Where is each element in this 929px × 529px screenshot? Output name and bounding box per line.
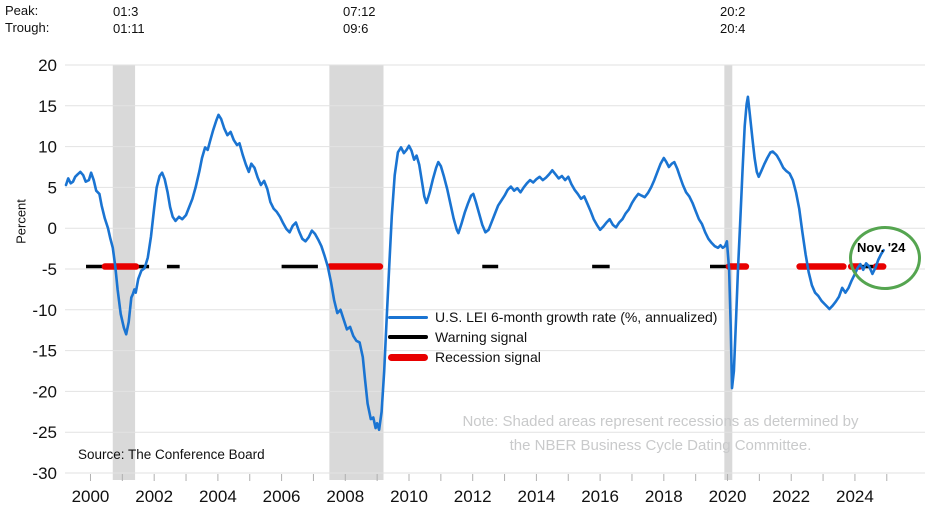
lei-line-swatch-icon bbox=[388, 315, 428, 319]
y-tick-label: -5 bbox=[42, 260, 57, 279]
y-tick-label: -15 bbox=[32, 342, 57, 361]
y-tick-label: -30 bbox=[32, 464, 57, 483]
peak-row-label: Peak: bbox=[5, 3, 39, 18]
x-tick-label: 2002 bbox=[135, 487, 173, 506]
x-tick-label: 2006 bbox=[263, 487, 301, 506]
x-tick-label: 2014 bbox=[517, 487, 555, 506]
legend-lei-label: U.S. LEI 6-month growth rate (%, annuali… bbox=[435, 309, 718, 325]
legend-warning-label: Warning signal bbox=[435, 329, 528, 345]
nber-note-line1: Note: Shaded areas represent recessions … bbox=[462, 413, 859, 430]
warning-signal-swatch-icon bbox=[388, 335, 428, 339]
y-tick-label: 15 bbox=[38, 97, 57, 116]
peak-value-2009: 07:12 bbox=[343, 4, 376, 19]
highlight-circle-icon bbox=[849, 226, 921, 290]
x-tick-label: 2010 bbox=[390, 487, 428, 506]
recession-signal-swatch-icon bbox=[388, 353, 428, 361]
x-tick-label: 2020 bbox=[709, 487, 747, 506]
peak-value-2001: 01:3 bbox=[113, 4, 139, 19]
y-tick-label: -10 bbox=[32, 301, 57, 320]
y-tick-label: 0 bbox=[48, 219, 57, 238]
x-tick-label: 2024 bbox=[836, 487, 874, 506]
nber-note-line2: the NBER Business Cycle Dating Committee… bbox=[509, 437, 812, 454]
recession-band bbox=[329, 65, 384, 480]
legend-recession-label: Recession signal bbox=[435, 349, 541, 365]
y-tick-label: 20 bbox=[38, 56, 57, 75]
y-tick-label: -20 bbox=[32, 382, 57, 401]
x-tick-label: 2008 bbox=[326, 487, 364, 506]
legend-row-warning: Warning signal bbox=[388, 327, 717, 347]
recession-band bbox=[112, 65, 136, 480]
x-tick-label: 2016 bbox=[581, 487, 619, 506]
trough-row-label: Trough: bbox=[5, 20, 50, 35]
source-credit: Source: The Conference Board bbox=[78, 447, 265, 462]
trough-value-2009: 09:6 bbox=[343, 21, 369, 36]
x-tick-label: 2018 bbox=[645, 487, 683, 506]
trough-value-2001: 01:11 bbox=[113, 21, 145, 36]
legend-row-lei: U.S. LEI 6-month growth rate (%, annuali… bbox=[388, 307, 717, 327]
chart-legend: U.S. LEI 6-month growth rate (%, annuali… bbox=[388, 307, 717, 367]
trough-value-2020: 20:4 bbox=[720, 21, 746, 36]
peak-value-2020: 20:2 bbox=[720, 4, 746, 19]
x-tick-label: 2000 bbox=[72, 487, 110, 506]
legend-row-recession: Recession signal bbox=[388, 347, 717, 367]
lei-line bbox=[64, 95, 885, 432]
nber-note: Note: Shaded areas represent recessions … bbox=[408, 410, 913, 458]
x-tick-label: 2012 bbox=[454, 487, 492, 506]
y-tick-label: 10 bbox=[38, 138, 57, 157]
y-tick-label: -25 bbox=[32, 423, 57, 442]
y-tick-label: 5 bbox=[48, 178, 57, 197]
x-tick-label: 2022 bbox=[772, 487, 810, 506]
x-tick-label: 2004 bbox=[199, 487, 237, 506]
